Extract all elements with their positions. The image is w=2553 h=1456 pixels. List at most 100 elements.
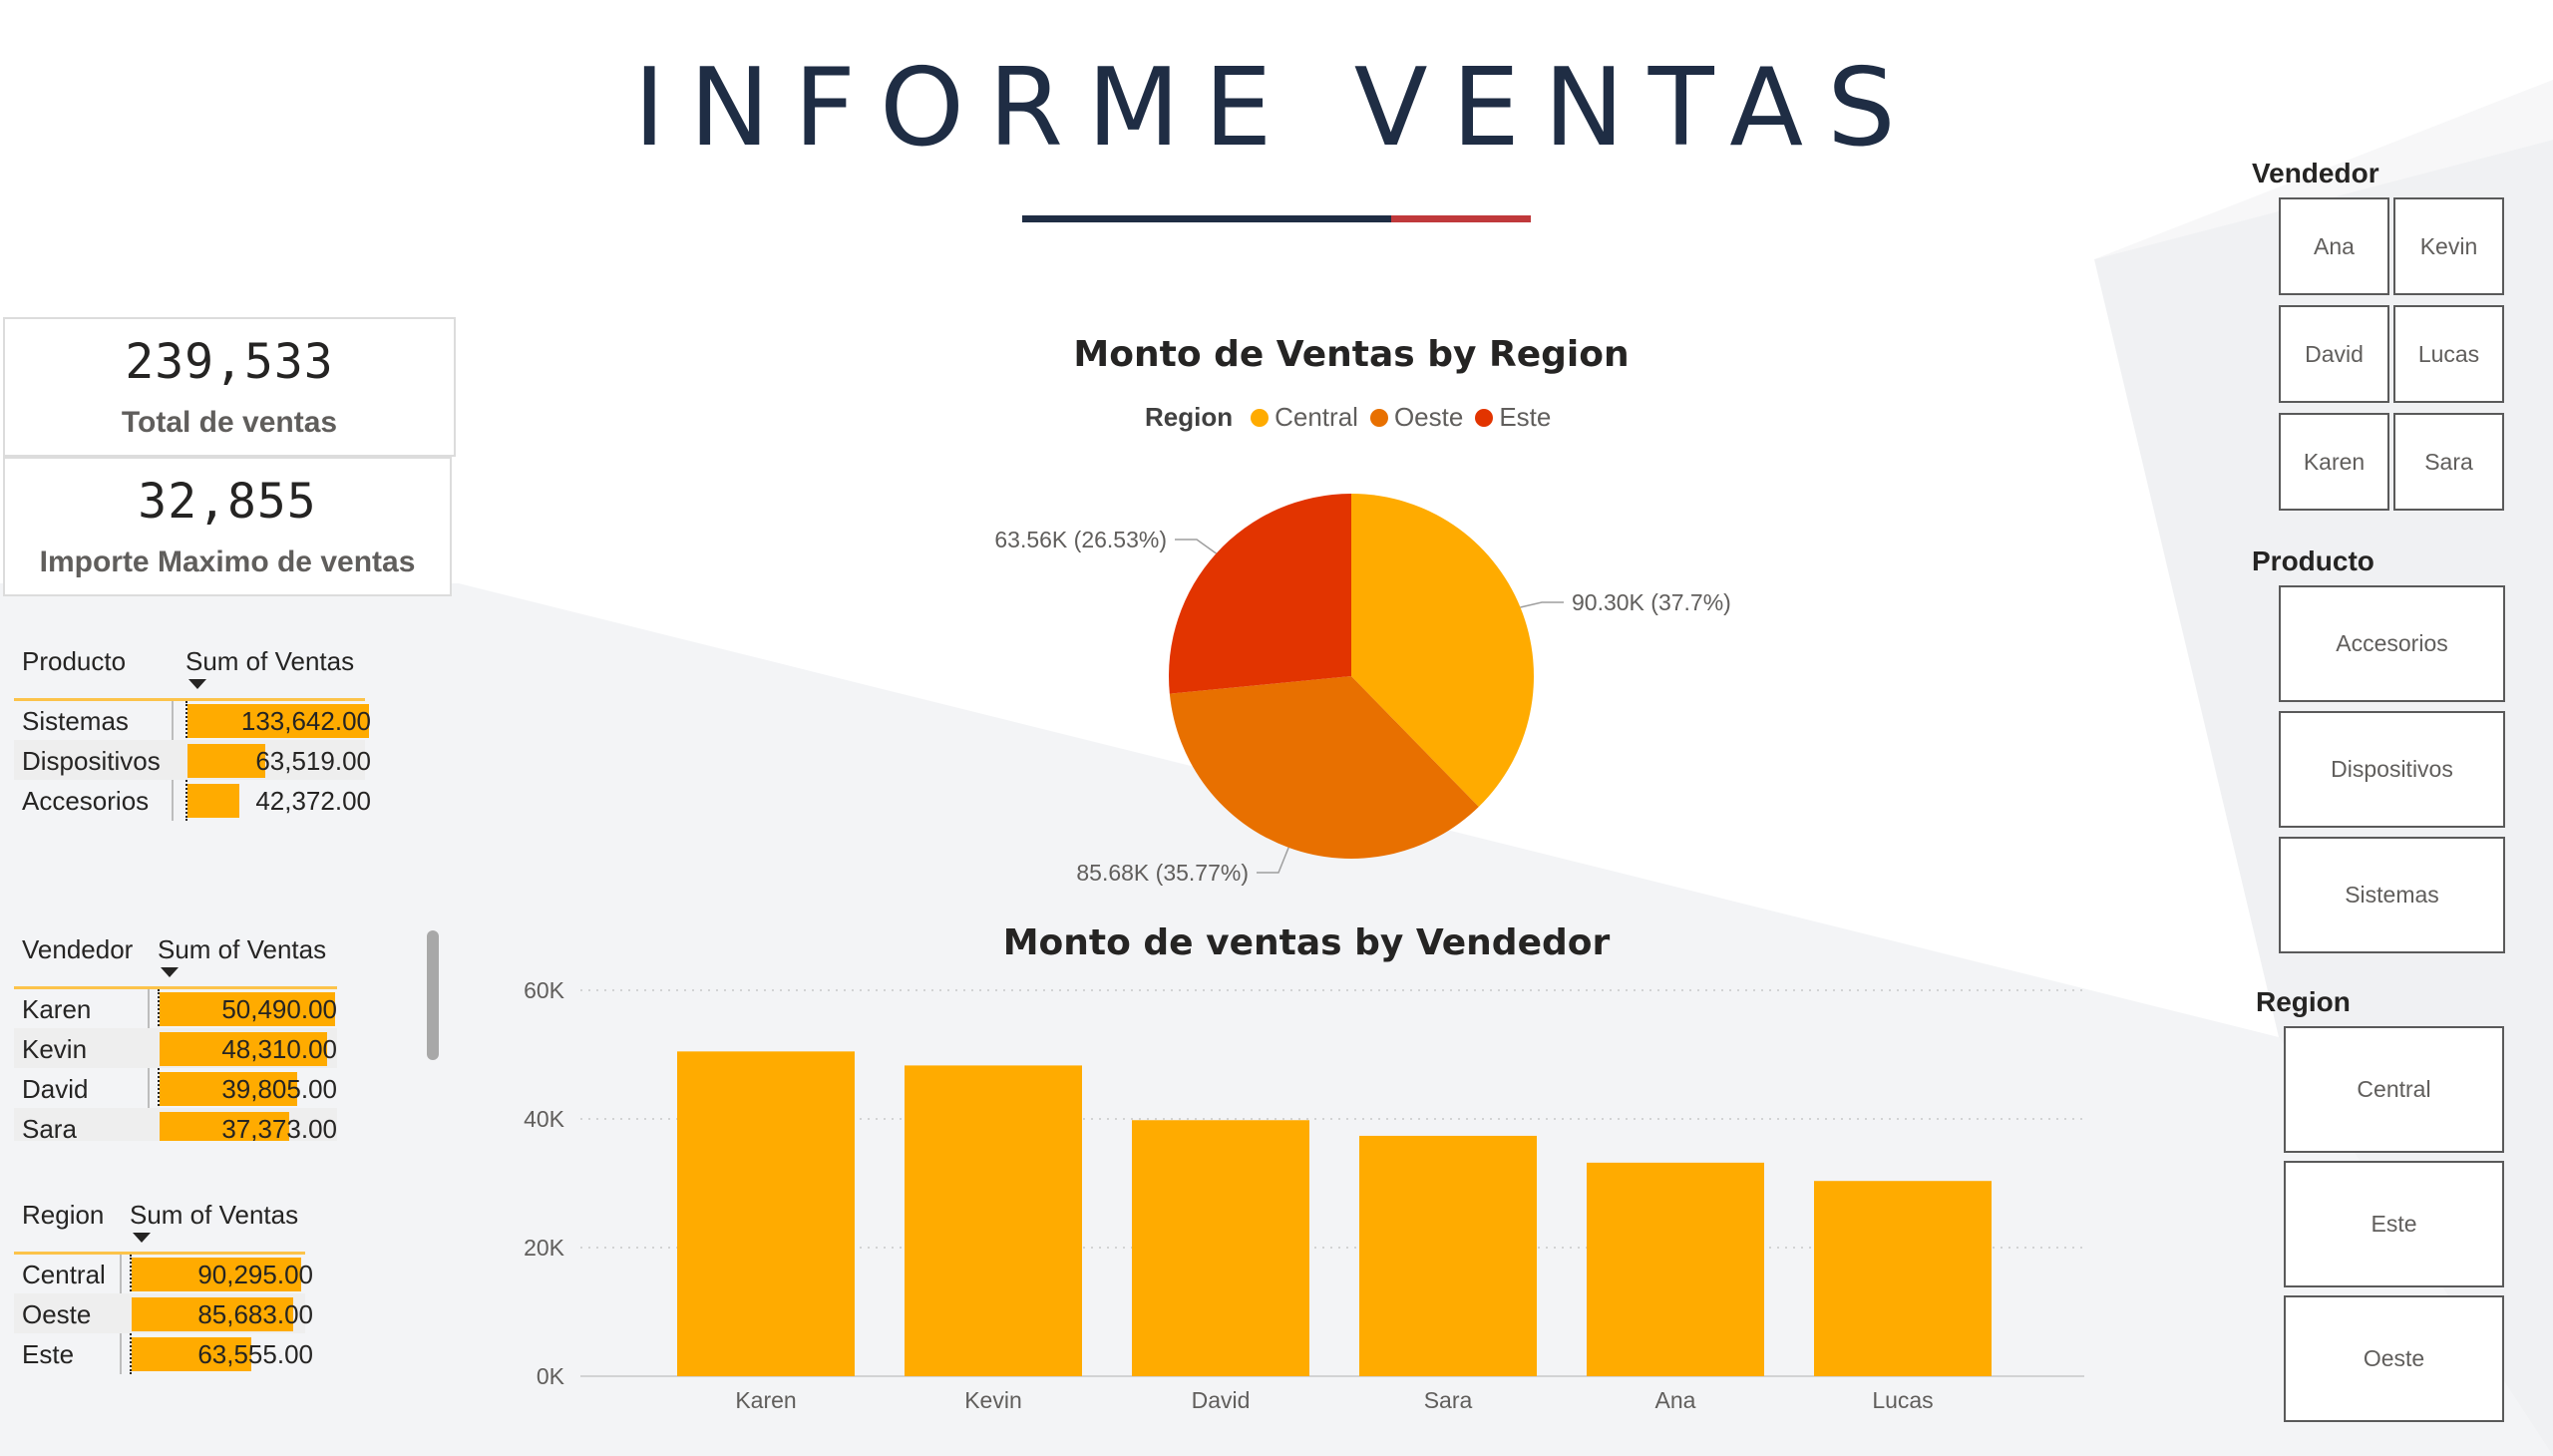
vendedor-slicer-title: Vendedor: [2252, 158, 2379, 188]
table-row[interactable]: Dispositivos 63,519.00: [14, 740, 371, 780]
slicer-item-david[interactable]: David: [2279, 305, 2389, 403]
data-bar: [160, 1112, 289, 1141]
data-bar: [160, 992, 335, 1026]
row-label: Kevin: [22, 1034, 88, 1064]
bar-kevin[interactable]: [905, 1065, 1082, 1376]
vendedor-table-scrollbar[interactable]: [427, 930, 439, 1060]
bar-karen[interactable]: [677, 1051, 855, 1376]
table-row[interactable]: Kevin 48,310.00: [14, 1028, 337, 1068]
row-label: Dispositivos: [22, 746, 161, 776]
row-label: Karen: [22, 994, 92, 1024]
data-bar: [132, 1337, 251, 1371]
data-bar: [187, 704, 369, 738]
x-tick-label: Lucas: [1872, 1387, 1933, 1413]
producto-table: Producto Sum of Ventas Sistemas 133,642.…: [14, 638, 371, 821]
row-label: Central: [22, 1260, 106, 1289]
table-row[interactable]: Este 63,555.00: [14, 1333, 313, 1373]
data-bar: [187, 744, 265, 778]
pie-legend: Region Central Oeste Este: [1145, 402, 1563, 433]
bar-chart-title: Monto de ventas by Vendedor: [1002, 922, 1611, 963]
legend-item-central[interactable]: Central: [1251, 402, 1358, 433]
column-header-sum[interactable]: Sum of Ventas: [158, 934, 327, 964]
slicer-item-este[interactable]: Este: [2284, 1161, 2504, 1287]
y-tick-label: 0K: [537, 1363, 565, 1389]
table-row[interactable]: Sistemas 133,642.00: [14, 700, 371, 740]
pie-slice-central[interactable]: [1351, 494, 1534, 807]
x-tick-label: Karen: [735, 1387, 796, 1413]
sort-desc-icon[interactable]: [133, 1233, 151, 1243]
column-header-vendedor[interactable]: Vendedor: [22, 934, 134, 964]
table-header: Region Sum of Ventas: [14, 1192, 305, 1255]
row-value: 90,295.00: [197, 1260, 313, 1289]
slicer-item-dispositivos[interactable]: Dispositivos: [2279, 711, 2505, 828]
pie-slice-este[interactable]: [1169, 494, 1351, 694]
y-tick-label: 60K: [524, 977, 565, 1003]
row-value: 63,519.00: [255, 746, 371, 776]
table-row[interactable]: David 39,805.00: [14, 1068, 337, 1108]
legend-item-oeste[interactable]: Oeste: [1369, 402, 1464, 433]
table-header: Producto Sum of Ventas: [14, 638, 365, 701]
slicer-item-sistemas[interactable]: Sistemas: [2279, 837, 2505, 953]
bar-lucas[interactable]: [1814, 1181, 1992, 1376]
legend-item-este[interactable]: Este: [1475, 402, 1551, 433]
table-row[interactable]: Karen 50,490.00: [14, 988, 337, 1028]
bar-sara[interactable]: [1359, 1135, 1537, 1376]
row-value: 133,642.00: [240, 706, 371, 736]
legend-dot-icon: [1251, 408, 1270, 427]
row-label: Sistemas: [22, 706, 129, 736]
column-header-region[interactable]: Region: [22, 1200, 105, 1230]
x-tick-label: David: [1192, 1387, 1251, 1413]
x-tick-label: Kevin: [964, 1387, 1022, 1413]
total-sales-value: 239,533: [125, 334, 334, 390]
slicer-item-ana[interactable]: Ana: [2279, 197, 2389, 295]
row-value: 63,555.00: [197, 1339, 313, 1369]
pie-chart-title: Monto de Ventas by Region: [1073, 334, 1630, 375]
page-title: INFORME VENTAS: [633, 46, 1920, 171]
slicer-item-central[interactable]: Central: [2284, 1026, 2504, 1153]
slicer-item-karen[interactable]: Karen: [2279, 413, 2389, 511]
legend-label: Central: [1275, 402, 1358, 432]
legend-label: Oeste: [1393, 402, 1464, 432]
legend-dot-icon: [1475, 408, 1494, 427]
pie-data-label: 90.30K (37.7%): [1572, 589, 1731, 615]
slicer-item-lucas[interactable]: Lucas: [2393, 305, 2504, 403]
pie-data-label: 85.68K (35.77%): [1076, 860, 1249, 886]
x-tick-label: Sara: [1424, 1387, 1473, 1413]
column-header-producto[interactable]: Producto: [22, 646, 127, 676]
data-bar: [187, 784, 239, 818]
row-value: 85,683.00: [197, 1299, 313, 1329]
sort-desc-icon[interactable]: [188, 679, 206, 689]
bar-david[interactable]: [1132, 1120, 1309, 1376]
row-label: Oeste: [22, 1299, 92, 1329]
data-bar: [160, 1032, 327, 1066]
pie-slice-oeste[interactable]: [1169, 676, 1479, 859]
column-header-sum[interactable]: Sum of Ventas: [130, 1200, 299, 1230]
row-value: 39,805.00: [221, 1074, 337, 1104]
table-header: Vendedor Sum of Ventas: [14, 926, 337, 989]
table-row[interactable]: Accesorios 42,372.00: [14, 780, 371, 820]
table-row[interactable]: Oeste 85,683.00: [14, 1293, 313, 1333]
row-value: 48,310.00: [221, 1034, 337, 1064]
max-sales-value: 32,855: [138, 474, 317, 530]
slicer-item-accesorios[interactable]: Accesorios: [2279, 585, 2505, 702]
data-bar: [132, 1297, 293, 1331]
slicer-item-oeste[interactable]: Oeste: [2284, 1295, 2504, 1422]
table-row[interactable]: Sara 37,373.00: [14, 1108, 337, 1141]
column-header-sum[interactable]: Sum of Ventas: [185, 646, 355, 676]
slicer-item-kevin[interactable]: Kevin: [2393, 197, 2504, 295]
pie-leader-line: [1175, 539, 1217, 554]
pie-leader-line: [1257, 847, 1289, 874]
pie-data-label: 63.56K (26.53%): [994, 527, 1167, 552]
max-sales-card: 32,855 Importe Maximo de ventas: [3, 457, 452, 596]
legend-title: Region: [1145, 402, 1234, 432]
bar-ana[interactable]: [1587, 1162, 1764, 1376]
title-underline-dark: [1022, 215, 1391, 222]
row-label: Sara: [22, 1114, 77, 1141]
row-value: 37,373.00: [221, 1114, 337, 1141]
region-slicer-title: Region: [2256, 986, 2351, 1017]
sort-desc-icon[interactable]: [161, 967, 179, 977]
total-sales-card: 239,533 Total de ventas: [3, 317, 456, 457]
y-tick-label: 20K: [524, 1235, 565, 1261]
slicer-item-sara[interactable]: Sara: [2393, 413, 2504, 511]
table-row[interactable]: Central 90,295.00: [14, 1254, 313, 1293]
